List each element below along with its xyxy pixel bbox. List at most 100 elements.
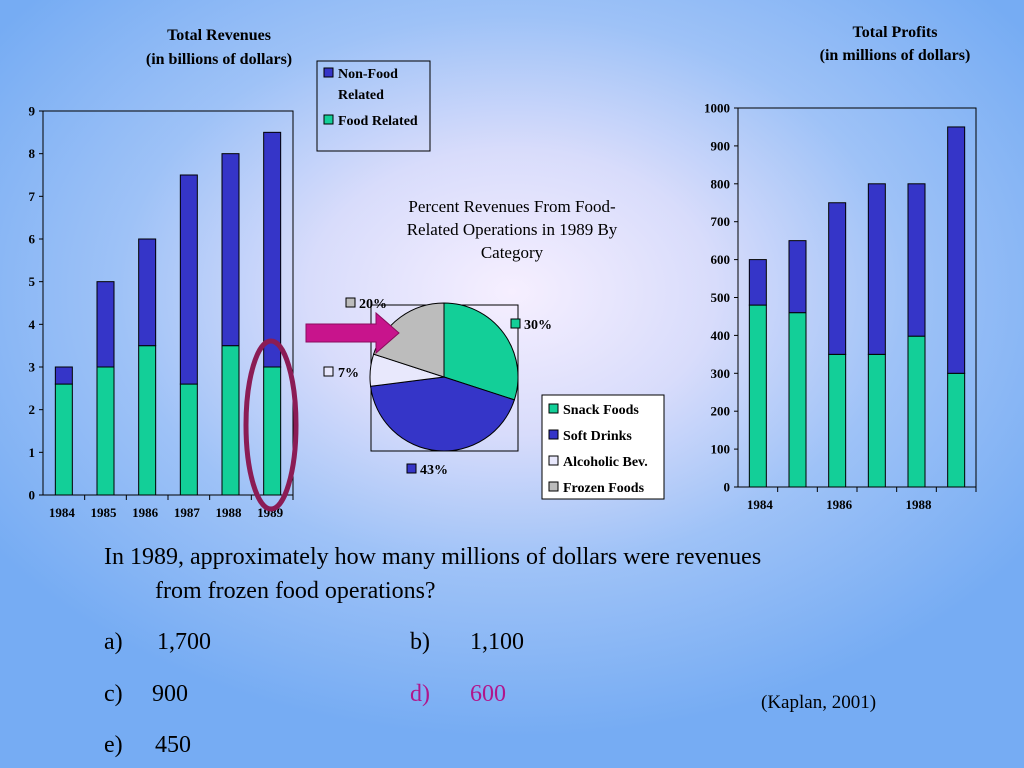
pie-legend-box <box>541 394 665 500</box>
pie-legend-swatch-snack <box>548 403 559 414</box>
revenues-bars <box>54 131 282 496</box>
question-line-2: from frozen food operations? <box>155 578 436 604</box>
bar-non-food-1987 <box>867 183 886 355</box>
x-tick-label: 1985 <box>91 505 118 520</box>
option-e-value[interactable]: 450 <box>155 732 191 758</box>
x-tick-label: 1986 <box>826 497 853 512</box>
pie-label-swatch-snack <box>510 318 521 329</box>
legend-swatch-non-food <box>323 67 334 78</box>
y-tick-label: 2 <box>29 402 36 417</box>
y-tick-label: 500 <box>711 290 731 305</box>
option-d-value[interactable]: 600 <box>470 681 506 707</box>
bar-non-food-1984 <box>748 259 767 306</box>
y-tick-label: 8 <box>29 146 36 161</box>
profits-title: Total Profits <box>853 24 938 41</box>
pointer-arrow-icon <box>305 311 400 355</box>
pie-legend-label-snack: Snack Foods <box>563 403 639 418</box>
y-tick-label: 1 <box>29 445 36 460</box>
bar-non-food-1988 <box>221 153 240 347</box>
bar-food-1984 <box>54 383 73 496</box>
bar-non-food-1988 <box>907 183 926 337</box>
revenues-y-axis: 0 1 2 3 4 5 6 7 8 9 <box>29 104 43 503</box>
revenues-chart: Total Revenues (in billions of dollars) … <box>29 27 299 520</box>
bar-food-1986 <box>138 345 157 496</box>
bar-non-food-1986 <box>828 202 847 355</box>
bar-food-1984 <box>748 304 767 488</box>
option-b-letter[interactable]: b) <box>410 629 430 655</box>
y-tick-label: 6 <box>29 232 36 247</box>
bar-food-1988 <box>907 335 926 488</box>
bar-food-1989 <box>263 366 282 496</box>
y-tick-label: 9 <box>29 104 36 119</box>
y-tick-label: 0 <box>724 480 731 495</box>
legend-label-non-food-2: Related <box>338 88 384 103</box>
profits-y-axis: 0 100 200 300 400 500 600 700 800 900 1000 <box>704 101 738 495</box>
pie-label-alcohol: 7% <box>323 366 359 381</box>
pie-label-swatch-frozen <box>345 297 356 308</box>
revenues-plot-area <box>42 110 294 496</box>
highlight-oval-1989 <box>243 338 299 512</box>
option-a-value[interactable]: 1,700 <box>157 629 211 655</box>
option-c-letter[interactable]: c) <box>104 681 123 707</box>
bar-food-1989 <box>947 372 966 488</box>
pie-label-soft: 43% <box>406 463 448 478</box>
bar-non-food-1987 <box>179 174 198 385</box>
bar-food-1987 <box>179 383 198 496</box>
x-tick-label: 1986 <box>132 505 159 520</box>
y-tick-label: 200 <box>711 404 731 419</box>
y-tick-label: 0 <box>29 488 36 503</box>
x-tick-label: 1984 <box>747 497 774 512</box>
x-tick-label: 1988 <box>216 505 243 520</box>
revenues-x-axis: 1984 1985 1986 1987 1988 1989 <box>49 495 294 520</box>
profits-plot-area <box>737 107 977 488</box>
y-tick-label: 900 <box>711 138 731 153</box>
question-line-1: In 1989, approximately how many millions… <box>104 544 762 570</box>
option-b-value[interactable]: 1,100 <box>470 629 524 655</box>
pie-legend-swatch-frozen <box>548 481 559 492</box>
pie-legend-swatch-soft <box>548 429 559 440</box>
profits-x-axis: 1984 1986 1988 <box>747 487 977 512</box>
x-tick-label: 1988 <box>906 497 933 512</box>
pie-slice-snack <box>443 302 519 401</box>
legend-swatch-food <box>323 114 334 125</box>
profits-chart: Total Profits (in millions of dollars) 0… <box>704 24 977 512</box>
y-tick-label: 300 <box>711 366 731 381</box>
y-tick-label: 600 <box>711 252 731 267</box>
y-tick-label: 1000 <box>704 101 730 116</box>
option-e-letter[interactable]: e) <box>104 732 123 758</box>
pie-label-snack: 30% <box>510 318 552 333</box>
bar-food-1986 <box>828 353 847 488</box>
pie-title-line-1: Percent Revenues From Food- <box>408 197 616 216</box>
y-tick-label: 3 <box>29 360 36 375</box>
y-tick-label: 100 <box>711 442 731 457</box>
bar-non-food-1989 <box>947 126 966 374</box>
profits-subtitle: (in millions of dollars) <box>820 47 971 64</box>
pie-label-text-frozen: 20% <box>359 297 387 312</box>
bar-food-1987 <box>867 353 886 488</box>
option-a-letter[interactable]: a) <box>104 629 123 655</box>
bar-non-food-1985 <box>788 240 807 314</box>
legend-label-food: Food Related <box>338 114 418 129</box>
bar-food-1988 <box>221 345 240 496</box>
pie-label-text-alcohol: 7% <box>338 366 359 381</box>
bar-food-1985 <box>96 366 115 496</box>
legend-label-non-food-1: Non-Food <box>338 67 398 82</box>
pie-legend: Snack Foods Soft Drinks Alcoholic Bev. F… <box>541 394 665 500</box>
revenues-legend-box <box>316 60 431 152</box>
revenues-subtitle: (in billions of dollars) <box>146 51 292 68</box>
option-c-value[interactable]: 900 <box>152 681 188 707</box>
y-tick-label: 5 <box>29 274 36 289</box>
x-tick-label: 1984 <box>49 505 76 520</box>
pie-label-swatch-alcohol <box>323 366 334 377</box>
y-tick-label: 4 <box>29 317 36 332</box>
bar-non-food-1986 <box>138 238 157 347</box>
pie-label-text-snack: 30% <box>524 318 552 333</box>
option-d-letter[interactable]: d) <box>410 681 430 707</box>
y-tick-label: 700 <box>711 214 731 229</box>
pie-title-line-2: Related Operations in 1989 By <box>407 220 618 239</box>
bar-food-1985 <box>788 312 807 488</box>
profits-bars <box>748 126 966 488</box>
bar-non-food-1985 <box>96 281 115 368</box>
pie-legend-label-soft: Soft Drinks <box>563 429 632 444</box>
x-tick-label: 1987 <box>174 505 201 520</box>
